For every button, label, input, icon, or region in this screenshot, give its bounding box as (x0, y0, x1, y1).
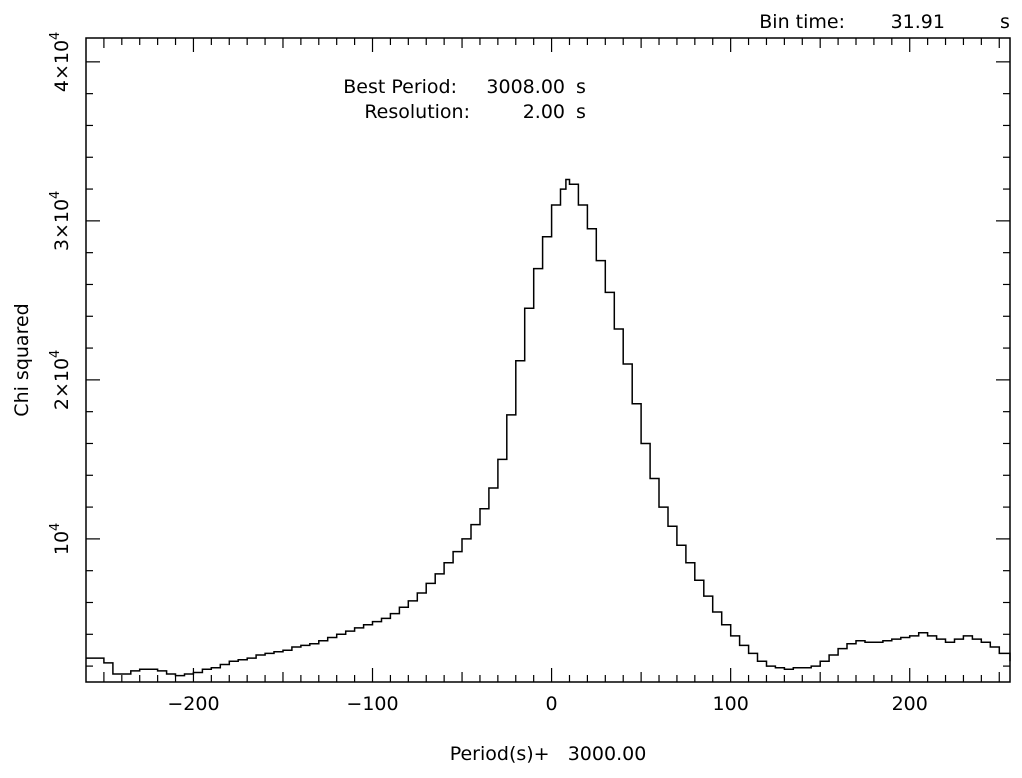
series-step-line (86, 178, 1011, 677)
y-axis-label: Chi squared (11, 303, 33, 416)
best-period-label: Best Period: (343, 76, 457, 98)
x-tick-label: 200 (892, 693, 928, 715)
y-tick-label: 3×104 (48, 191, 73, 251)
x-tick-label: −200 (167, 693, 219, 715)
resolution-label: Resolution: (364, 101, 470, 123)
best-period-unit: s (576, 76, 586, 98)
bin-time-unit: s (1000, 11, 1010, 33)
y-tick-label: 2×104 (48, 350, 73, 410)
bin-time-value: 31.91 (891, 11, 945, 33)
x-axis-label: Period(s)+ 3000.00 (450, 743, 647, 765)
x-tick-labels: −200 −100 0 100 200 (167, 693, 928, 715)
bin-time-label: Bin time: (759, 11, 845, 33)
best-period-value: 3008.00 (486, 76, 565, 98)
resolution-value: 2.00 (523, 101, 565, 123)
x-tick-label: 0 (546, 693, 558, 715)
plot-frame (85, 37, 1011, 683)
x-tick-label: 100 (713, 693, 749, 715)
y-tick-labels: 104 2×104 3×104 4×104 (48, 32, 73, 555)
x-tick-label: −100 (346, 693, 398, 715)
axis-ticks (86, 38, 1010, 682)
y-tick-label: 104 (48, 523, 73, 555)
y-tick-label: 4×104 (48, 32, 73, 92)
resolution-unit: s (576, 101, 586, 123)
